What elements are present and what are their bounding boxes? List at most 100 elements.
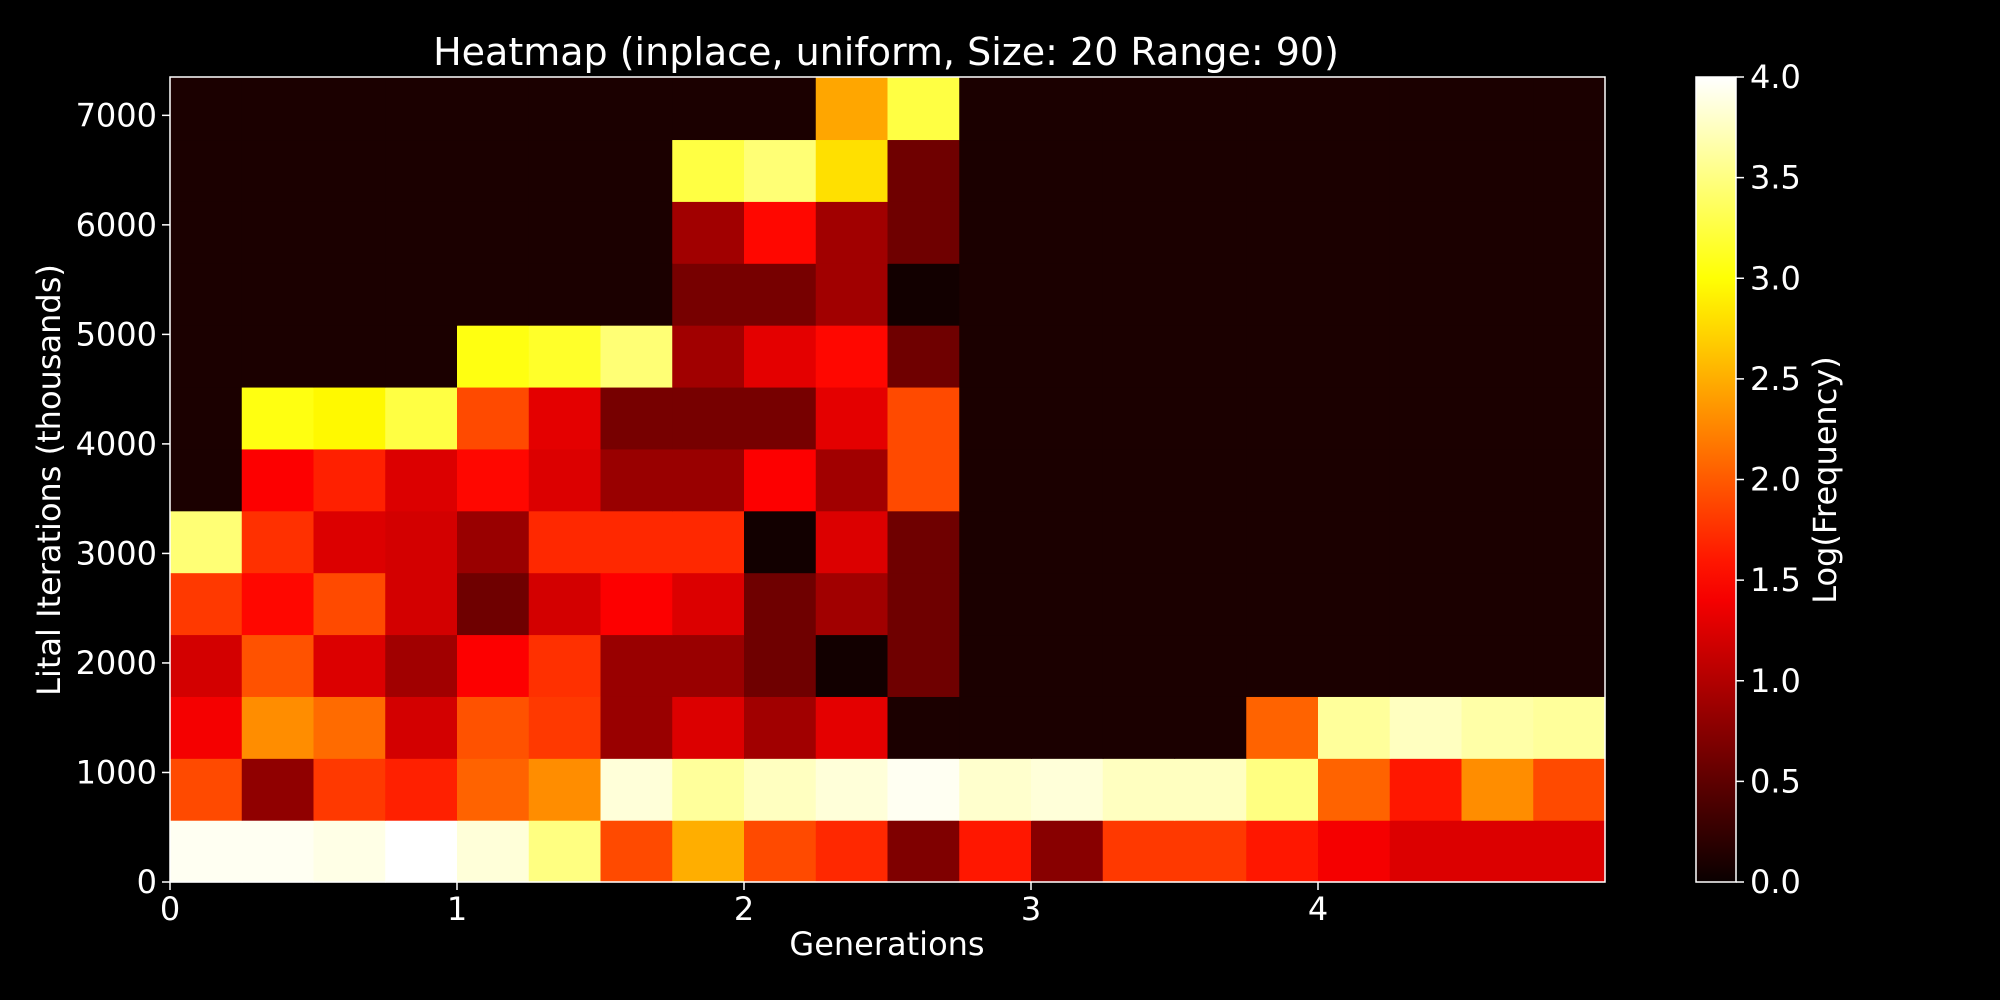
heatmap-cell [385, 634, 458, 697]
heatmap-cell [1246, 448, 1319, 512]
heatmap-cell [1031, 448, 1104, 512]
heatmap-cell [1031, 696, 1104, 759]
heatmap-cell [744, 201, 817, 264]
colorbar-label: Log(Frequency) [1806, 356, 1844, 603]
heatmap-cell [887, 696, 960, 759]
heatmap-cell [528, 572, 602, 636]
heatmap-cell [1102, 325, 1176, 388]
heatmap-cell [887, 448, 960, 512]
x-tick-label: 3 [1021, 890, 1041, 928]
heatmap-cell [170, 820, 243, 883]
heatmap-cell [1318, 139, 1391, 202]
heatmap-cell [959, 634, 1032, 697]
heatmap-cell [241, 696, 315, 759]
heatmap-cell [1102, 386, 1176, 450]
heatmap-cell [1102, 820, 1176, 883]
heatmap-cell [1102, 139, 1176, 202]
heatmap-cell [672, 139, 745, 202]
heatmap-cell [959, 696, 1032, 759]
heatmap-cell [1533, 139, 1606, 202]
heatmap-cell [313, 820, 386, 883]
heatmap-cell [887, 263, 960, 326]
heatmap-cell [744, 263, 817, 326]
heatmap-cell [815, 325, 889, 388]
heatmap-cell [1389, 448, 1463, 512]
heatmap-cell [528, 696, 602, 759]
x-axis-ticks: 0 1 2 3 4 [160, 882, 1328, 928]
y-tick-label: 3000 [76, 534, 157, 572]
heatmap-cell [313, 696, 386, 759]
heatmap-cell [1102, 448, 1176, 512]
heatmap-cell [241, 510, 315, 574]
heatmap-cell [1533, 820, 1606, 883]
heatmap-cell [959, 448, 1032, 512]
heatmap-cell [385, 510, 458, 574]
y-tick-label: 1000 [76, 753, 157, 791]
heatmap-cell [815, 510, 889, 574]
heatmap-cell [1246, 139, 1319, 202]
x-tick-label: 2 [734, 890, 754, 928]
heatmap-cell [1389, 820, 1463, 883]
heatmap-cell [672, 386, 745, 450]
y-axis-ticks: 0 1000 2000 3000 4000 5000 6000 7000 [76, 96, 170, 901]
heatmap-cell [1174, 325, 1247, 388]
heatmap-cell [1174, 820, 1247, 883]
heatmap-cell [1031, 820, 1104, 883]
x-tick-label: 0 [160, 890, 180, 928]
heatmap-cell [1246, 325, 1319, 388]
heatmap-cell [744, 386, 817, 450]
heatmap-cell [170, 758, 243, 821]
colorbar-ticks: 0.0 0.5 1.0 1.5 2.0 2.5 3.0 3.5 4.0 [1736, 58, 1801, 901]
plot-frame [169, 76, 1606, 883]
heatmap-cell [887, 634, 960, 697]
heatmap-cell [815, 820, 889, 883]
heatmap-cell [1461, 325, 1534, 388]
heatmap-cell [1533, 77, 1606, 141]
heatmap-cell [457, 634, 530, 697]
heatmap-cell [672, 201, 745, 264]
heatmap-cell [313, 325, 386, 388]
heatmap-cell [170, 139, 243, 202]
heatmap-cell [1318, 448, 1391, 512]
heatmap-cell [887, 510, 960, 574]
heatmap-cell [1031, 325, 1104, 388]
heatmap-cell [959, 572, 1032, 636]
heatmap-cell [313, 263, 386, 326]
heatmap-cell [1174, 572, 1247, 636]
heatmap-cell [959, 386, 1032, 450]
heatmap-cell [170, 510, 243, 574]
heatmap-cell [528, 325, 602, 388]
heatmap-cell [1031, 758, 1104, 821]
heatmap-cell [1533, 386, 1606, 450]
heatmap-cell [241, 77, 315, 141]
heatmap-cell [170, 201, 243, 264]
heatmap-cell [600, 201, 673, 264]
heatmap-cell [1246, 634, 1319, 697]
heatmap-cell [1461, 758, 1534, 821]
heatmap-cell [1461, 77, 1534, 141]
heatmap-cell [1031, 634, 1104, 697]
heatmap-cell [1031, 572, 1104, 636]
heatmap-cell [1533, 510, 1606, 574]
heatmap-cell [600, 820, 673, 883]
heatmap-cell [1461, 386, 1534, 450]
heatmap-cell [528, 634, 602, 697]
heatmap-cell [600, 696, 673, 759]
heatmap-cell [600, 448, 673, 512]
heatmap-cell [1461, 634, 1534, 697]
heatmap-cell [744, 139, 817, 202]
heatmap-cell [1246, 201, 1319, 264]
colorbar-tick-label: 3.0 [1750, 259, 1801, 297]
heatmap-cell [1318, 510, 1391, 574]
heatmap-cell [1533, 572, 1606, 636]
heatmap-cell [815, 572, 889, 636]
heatmap-cell [1533, 696, 1606, 759]
heatmap-cell [1461, 201, 1534, 264]
heatmap-cell [1318, 572, 1391, 636]
chart-title: Heatmap (inplace, uniform, Size: 20 Rang… [433, 30, 1339, 74]
heatmap-cell [528, 758, 602, 821]
heatmap-cell [1461, 572, 1534, 636]
heatmap-cell [1389, 139, 1463, 202]
heatmap-cell [1389, 758, 1463, 821]
heatmap-cell [385, 325, 458, 388]
